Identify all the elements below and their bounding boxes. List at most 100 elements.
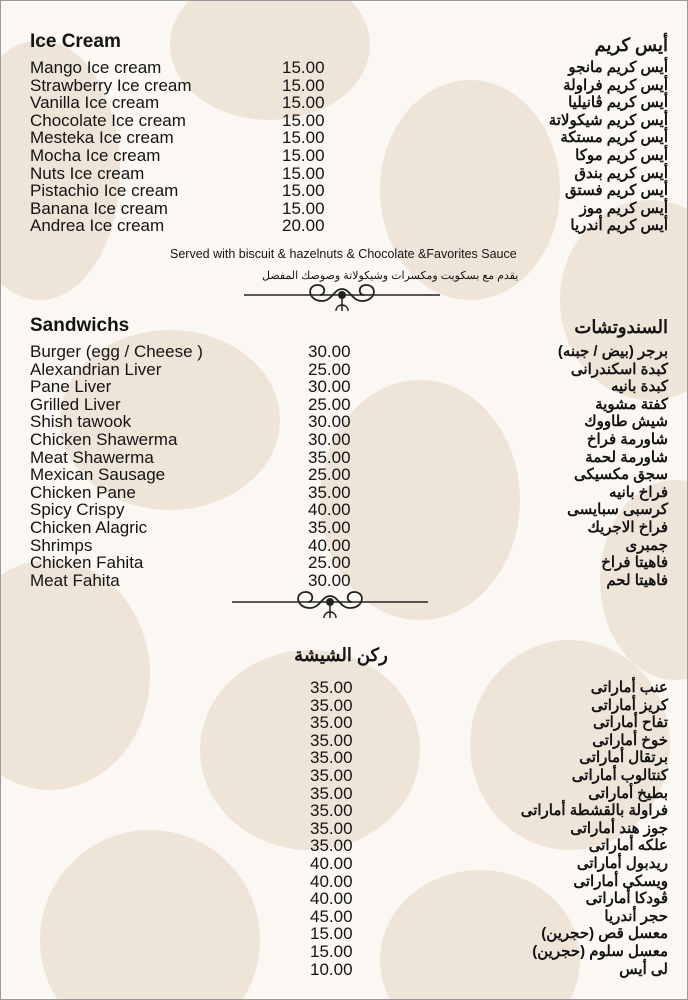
item-name-ar: بطيخ أماراتى <box>588 784 668 802</box>
item-name: Pane Liver <box>30 377 112 397</box>
item-name: Banana Ice cream <box>30 198 168 218</box>
item-name-ar: فراخ بانيه <box>609 483 668 501</box>
item-price: 40.00 <box>308 535 351 555</box>
item-name-ar: ريدبول أماراتى <box>576 854 668 872</box>
item-price: 35.00 <box>308 482 351 502</box>
item-name-ar: كفتة مشوية <box>595 395 668 413</box>
item-name: Chicken Alagric <box>30 517 148 537</box>
item-name-ar: شاورمة فراخ <box>586 430 668 448</box>
shisha-names-ar: عنب أماراتى كريز أماراتى تفاح أماراتى خوخ أ… <box>521 679 668 978</box>
shisha-prices: 35.00 35.00 35.00 35.00 35.00 35.00 35.00 35.00… <box>310 679 353 978</box>
item-name: Meat Fahita <box>30 570 120 590</box>
item-price: 40.00 <box>310 889 353 909</box>
item-name: Chicken Fahita <box>30 553 144 573</box>
item-name: Grilled Liver <box>30 394 121 414</box>
item-price: 40.00 <box>310 871 353 891</box>
item-price: 10.00 <box>310 959 353 979</box>
item-price: 15.00 <box>282 75 325 95</box>
item-name: Alexandrian Liver <box>30 359 162 379</box>
item-price: 35.00 <box>308 517 351 537</box>
item-price: 40.00 <box>310 853 353 873</box>
item-price: 25.00 <box>308 465 351 485</box>
item-name: Chicken Pane <box>30 482 136 502</box>
item-name-ar: برجر (بيض / جبنه) <box>557 343 668 360</box>
item-price: 35.00 <box>310 713 353 733</box>
sandwiches-title-ar: السندوتشات <box>574 317 668 337</box>
item-name-ar: علكه أماراتى <box>588 837 668 855</box>
item-name: Strawberry Ice cream <box>30 75 192 95</box>
item-name-ar: لى أيس <box>619 960 668 978</box>
ice-cream-names: Mango Ice cream Strawberry Ice cream Vanil… <box>30 59 192 235</box>
item-name: Mango Ice cream <box>30 58 162 77</box>
item-name-ar: أيس كريم ڤانيليا <box>568 94 668 112</box>
ice-cream-note: Served with biscuit & hazelnuts & Chocol… <box>170 247 517 261</box>
item-name-ar: أيس كريم شيكولاتة <box>548 111 668 129</box>
item-price: 15.00 <box>310 941 353 961</box>
item-price: 30.00 <box>308 570 351 590</box>
sandwich-prices: 30.00 25.00 30.00 25.00 30.00 30.00 35.00 25.00… <box>308 343 351 589</box>
item-price: 45.00 <box>310 906 353 926</box>
item-name-ar: أيس كريم فستق <box>565 182 668 200</box>
item-price: 15.00 <box>282 145 325 165</box>
item-name-ar: كرسبى سبايسى <box>567 501 668 519</box>
item-price: 25.00 <box>308 553 351 573</box>
item-name-ar: معسل قص (حجرين) <box>541 925 668 943</box>
item-name-ar: جوز هند أماراتى <box>570 819 668 837</box>
ice-cream-prices: 15.00 15.00 15.00 15.00 15.00 15.00 15.00 15.00… <box>282 59 325 235</box>
item-name-ar: ڤودكا أماراتى <box>585 890 668 908</box>
sandwiches-title: Sandwichs <box>30 315 130 336</box>
item-price: 35.00 <box>310 783 353 803</box>
item-price: 35.00 <box>308 447 351 467</box>
shisha-title-ar: ركن الشيشة <box>294 645 388 665</box>
item-name: Nuts Ice cream <box>30 163 145 183</box>
item-name-ar: تفاح أماراتى <box>592 714 668 732</box>
item-name-ar: عنب أماراتى <box>590 679 668 696</box>
sandwich-names: Burger (egg / Cheese ) Alexandrian Liver P… <box>30 343 203 589</box>
item-name-ar: كبدة اسكندرانى <box>570 360 668 378</box>
sandwich-names-ar: برجر (بيض / جبنه) كبدة اسكندرانى كبدة باني… <box>558 343 668 589</box>
item-name: Mexican Sausage <box>30 465 166 485</box>
item-name-ar: معسل سلوم (حجرين) <box>532 942 668 960</box>
item-name: Burger (egg / Cheese ) <box>30 342 203 361</box>
item-price: 15.00 <box>282 163 325 183</box>
item-price: 15.00 <box>282 198 325 218</box>
item-name: Meat Shawerma <box>30 447 154 467</box>
item-name-ar: ويسكى أماراتى <box>573 872 668 890</box>
item-name: Vanilla Ice cream <box>30 93 160 113</box>
item-price: 15.00 <box>282 128 325 148</box>
item-name-ar: شاورمة لحمة <box>585 448 668 466</box>
item-name: Chicken Shawerma <box>30 429 178 449</box>
item-price: 35.00 <box>310 695 353 715</box>
item-name-ar: فاهيتا لحم <box>606 571 668 589</box>
item-name-ar: خوخ أماراتى <box>592 731 668 749</box>
item-price: 25.00 <box>308 359 351 379</box>
item-name: Chocolate Ice cream <box>30 110 186 130</box>
item-name-ar: أيس كريم موكا <box>575 146 668 164</box>
item-price: 35.00 <box>310 801 353 821</box>
item-price: 15.00 <box>282 110 325 130</box>
item-name-ar: أيس كريم مانجو <box>568 59 668 76</box>
item-name: Mesteka Ice cream <box>30 128 174 148</box>
item-name: Pistachio Ice cream <box>30 181 179 201</box>
item-price: 30.00 <box>308 429 351 449</box>
item-price: 15.00 <box>282 93 325 113</box>
item-price: 35.00 <box>310 818 353 838</box>
item-name-ar: حجر أندريا <box>604 907 668 925</box>
item-name-ar: برتقال أماراتى <box>579 749 668 767</box>
item-price: 30.00 <box>308 412 351 432</box>
item-price: 35.00 <box>310 730 353 750</box>
item-price: 25.00 <box>308 394 351 414</box>
item-price: 35.00 <box>310 836 353 856</box>
item-name-ar: أيس كريم مستكة <box>560 129 668 147</box>
item-price: 15.00 <box>310 924 353 944</box>
ice-cream-title: Ice Cream <box>30 31 121 52</box>
ice-cream-names-ar: أيس كريم مانجو أيس كريم فراولة أيس كريم ڤا… <box>549 59 668 235</box>
item-name-ar: أيس كريم فراولة <box>563 76 668 94</box>
item-name-ar: كريز أماراتى <box>591 696 668 714</box>
item-price: 30.00 <box>308 377 351 397</box>
item-name: Shrimps <box>30 535 93 555</box>
item-name: Andrea Ice cream <box>30 216 165 236</box>
item-name-ar: فراولة بالقشطة أماراتى <box>520 802 668 820</box>
item-name-ar: فاهيتا فراخ <box>601 554 668 572</box>
